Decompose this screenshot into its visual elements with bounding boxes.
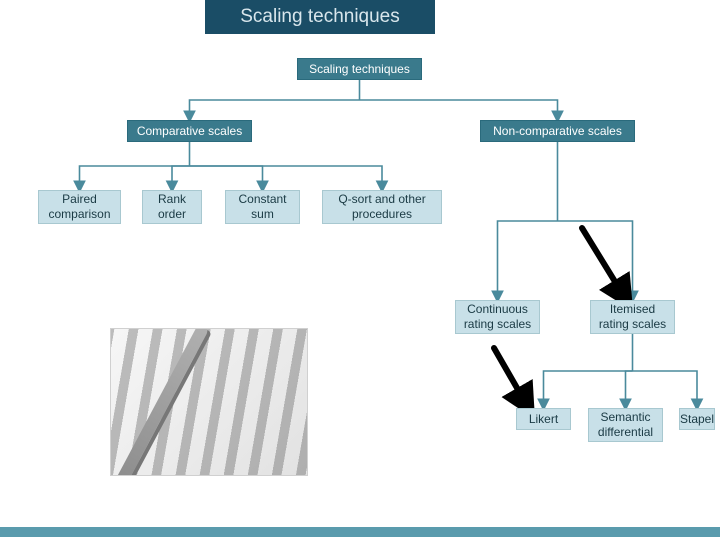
node-root: Scaling techniques <box>297 58 422 80</box>
node-sem: Semantic differential <box>588 408 663 442</box>
node-item: Itemised rating scales <box>590 300 675 334</box>
node-comp: Comparative scales <box>127 120 252 142</box>
annotation-arrow-0 <box>582 228 630 306</box>
slide-title: Scaling techniques <box>205 0 435 34</box>
node-paired: Paired comparison <box>38 190 121 224</box>
footer-accent-bar <box>0 527 720 537</box>
node-cont: Continuous rating scales <box>455 300 540 334</box>
node-qsort: Q-sort and other procedures <box>322 190 442 224</box>
node-noncomp: Non-comparative scales <box>480 120 635 142</box>
survey-pen-photo <box>110 328 308 476</box>
node-stapel: Stapel <box>679 408 715 430</box>
annotation-arrow-1 <box>494 348 532 414</box>
node-rank: Rank order <box>142 190 202 224</box>
node-likert: Likert <box>516 408 571 430</box>
tree-edges <box>0 0 720 540</box>
node-const: Constant sum <box>225 190 300 224</box>
